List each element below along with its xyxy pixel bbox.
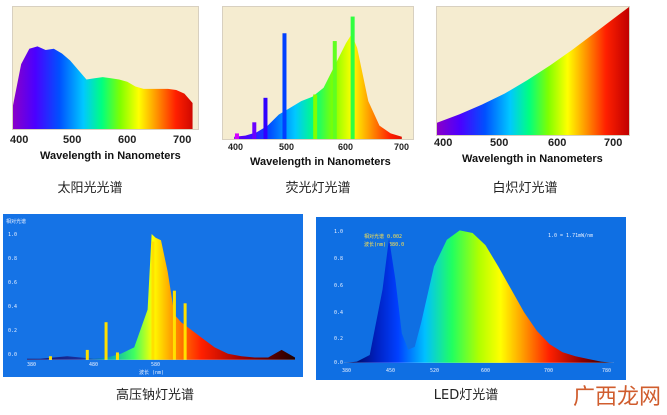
sodium-ytick: 0.4: [8, 304, 18, 310]
fluorescent-x-axis-label: Wavelength in Nanometers: [250, 156, 391, 168]
fluorescent-area: [234, 34, 402, 139]
sunlight-tick: 600: [118, 134, 137, 146]
led-ytick: 0.8: [334, 256, 344, 262]
sunlight-tick: 400: [10, 134, 29, 146]
incandescent-spectrum-panel: 400 500 600 700 Wavelength in Nanometers…: [428, 0, 638, 200]
led-xtick: 780: [602, 368, 612, 374]
fluorescent-emission-line: [282, 33, 287, 139]
incandescent-area: [437, 7, 629, 135]
sodium-caption: 高压钠灯光谱: [115, 388, 194, 403]
sodium-ytick: 0.2: [8, 328, 18, 334]
sunlight-spectrum-chart: [13, 46, 193, 129]
sodium-area: [27, 234, 295, 360]
led-xtick: 700: [544, 368, 554, 374]
sodium-emission-line: [104, 322, 108, 360]
sodium-emission-line: [151, 241, 155, 360]
led-area: [344, 230, 614, 363]
led-xtick: 520: [430, 368, 440, 374]
sodium-emission-line: [183, 303, 187, 360]
fluorescent-emission-line: [313, 94, 318, 139]
fluorescent-caption: 荧光灯光谱: [285, 181, 351, 196]
led-ytick: 0.0: [334, 360, 344, 366]
incandescent-tick: 400: [434, 137, 453, 149]
sodium-xtick: 580: [151, 362, 161, 368]
sodium-spectrum-panel: 相对光谱 1.0 0.8 0.6 0.4 0.2 0.0 380 480 580…: [0, 214, 305, 415]
fluorescent-tick: 400: [228, 142, 244, 152]
sodium-chart-background: 相对光谱 1.0 0.8 0.6 0.4 0.2 0.0 380 480 580…: [3, 214, 303, 377]
incandescent-plot: [436, 6, 630, 136]
sodium-emission-line: [48, 356, 52, 360]
led-ytick: 0.4: [334, 310, 344, 316]
sodium-emission-line: [115, 352, 119, 360]
fluorescent-emission-line: [234, 133, 239, 139]
led-legend-wavelength: 波长(nm) 380.0: [364, 242, 405, 248]
sunlight-plot: [12, 6, 199, 130]
fluorescent-emission-line: [350, 16, 355, 139]
led-legend-scale: 1.0 = 1.71mW/nm: [548, 233, 594, 239]
incandescent-tick: 500: [490, 137, 509, 149]
fluorescent-tick: 600: [338, 142, 354, 152]
sodium-ytick: 0.0: [8, 352, 18, 358]
led-ytick: 0.2: [334, 336, 344, 342]
fluorescent-spectrum-chart: [234, 16, 402, 139]
fluorescent-spectrum-panel: 400 500 600 700 Wavelength in Nanometers…: [218, 0, 418, 200]
sodium-ytick: 0.8: [8, 256, 18, 262]
incandescent-spectrum-chart: [437, 7, 629, 135]
sodium-ytick: 1.0: [8, 232, 18, 238]
fluorescent-emission-line: [263, 97, 268, 139]
sodium-xtick: 480: [89, 362, 99, 368]
led-caption: LED灯光谱: [433, 388, 499, 403]
led-xtick: 600: [481, 368, 491, 374]
led-chart-background: 相对光谱 0.002 波长(nm) 380.0 1.0 = 1.71mW/nm …: [316, 217, 626, 380]
sunlight-tick: 500: [63, 134, 82, 146]
sodium-emission-line: [85, 349, 89, 360]
led-legend-relative: 相对光谱 0.002: [364, 234, 403, 240]
site-watermark: 广西龙网: [572, 385, 661, 410]
sunlight-spectrum-panel: 400 500 600 700 Wavelength in Nanometers…: [0, 0, 205, 200]
sodium-emission-line: [172, 290, 176, 360]
sodium-x-axis-label: 波长 (nm): [139, 370, 165, 376]
sunlight-area: [13, 46, 193, 129]
incandescent-tick: 700: [604, 137, 623, 149]
fluorescent-tick: 700: [394, 142, 410, 152]
led-xtick: 450: [386, 368, 396, 374]
led-spectrum-chart: [344, 230, 614, 363]
fluorescent-emission-line: [252, 122, 257, 139]
incandescent-caption: 白炽灯光谱: [492, 181, 558, 196]
led-xtick: 380: [342, 368, 352, 374]
sunlight-x-axis-label: Wavelength in Nanometers: [40, 150, 181, 162]
led-spectrum-panel: 相对光谱 0.002 波长(nm) 380.0 1.0 = 1.71mW/nm …: [316, 214, 628, 415]
fluorescent-emission-line: [332, 41, 337, 139]
sunlight-caption: 太阳光光谱: [57, 181, 123, 196]
sunlight-tick: 700: [173, 134, 192, 146]
sodium-y-axis-label: 相对光谱: [6, 219, 27, 225]
sodium-xtick: 380: [27, 362, 37, 368]
sodium-spectrum-chart: [27, 234, 295, 360]
incandescent-x-axis-label: Wavelength in Nanometers: [462, 153, 603, 165]
led-ytick: 1.0: [334, 229, 344, 235]
fluorescent-tick: 500: [279, 142, 295, 152]
incandescent-tick: 600: [548, 137, 567, 149]
sodium-ytick: 0.6: [8, 280, 18, 286]
fluorescent-plot: [222, 6, 414, 140]
led-ytick: 0.6: [334, 283, 344, 289]
